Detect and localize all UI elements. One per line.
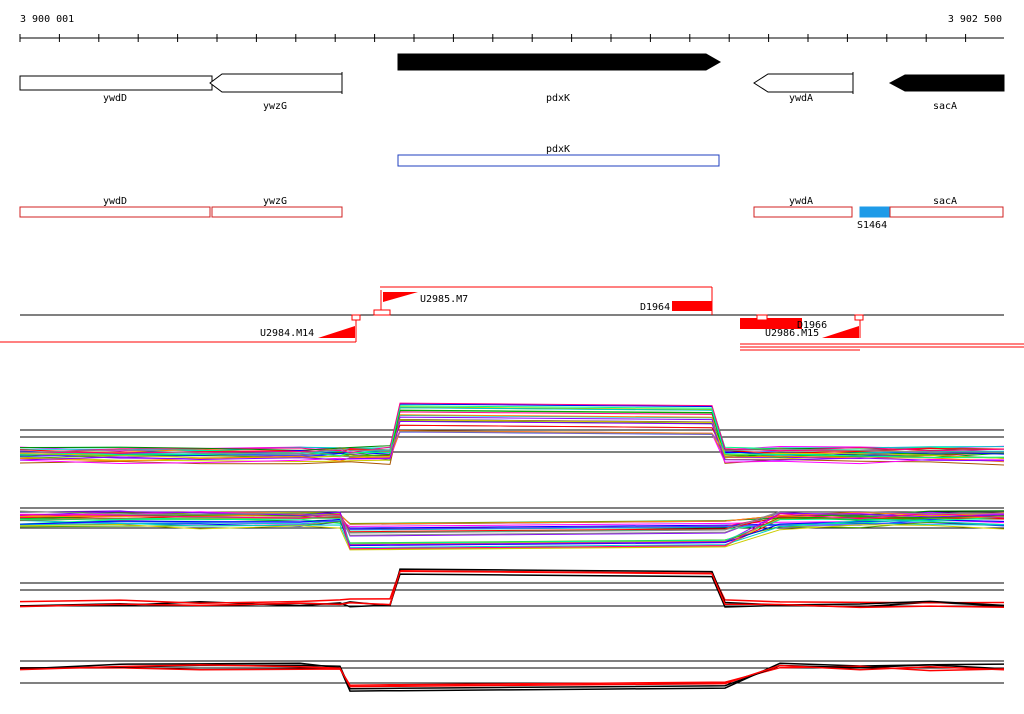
site-marker: [756, 314, 768, 321]
transcript-label-D1966: D1966: [797, 320, 827, 331]
cds-track-blue: pdxK: [397, 144, 720, 167]
gene-label-ywdD: ywdD: [103, 93, 127, 104]
expression-profile-line: [19, 411, 1005, 454]
cds-box-pdxK[interactable]: [397, 154, 720, 167]
gene-arrow-ywzG[interactable]: [209, 73, 343, 93]
gene-label-sacA: sacA: [933, 101, 957, 112]
ruler-end-label: 3 902 500: [948, 14, 1002, 25]
cds-box-ywdA[interactable]: [753, 206, 853, 218]
transcript-track: U2985.M7 D1964 U2984.M14 D1966 U2986.M15: [0, 286, 1024, 351]
expression-profile-line: [19, 664, 1005, 688]
site-marker: [854, 314, 864, 321]
gene-label-ywdA: ywdA: [789, 93, 813, 104]
expression-panel: [19, 507, 1005, 551]
gene-arrow-ywdA[interactable]: [753, 73, 854, 93]
gene-label-ywzG: ywzG: [263, 101, 287, 112]
gene-arrow-sacA[interactable]: [888, 74, 1005, 92]
expression-profiles: [19, 402, 1005, 692]
expression-panel: [19, 568, 1005, 609]
expression-panel: [19, 402, 1005, 466]
cds-box-ywzG[interactable]: [211, 206, 343, 218]
expression-profile-line: [19, 662, 1005, 692]
promoter-U2984.M14[interactable]: [318, 326, 355, 338]
terminator-D1966[interactable]: [740, 318, 802, 329]
expression-profile-line: [19, 520, 1005, 549]
promoter-U2985.M7[interactable]: [383, 292, 418, 302]
promoter-U2986.M15[interactable]: [822, 326, 859, 338]
gene-arrow-pdxK[interactable]: [397, 53, 722, 71]
expression-profile-line: [19, 424, 1005, 454]
expression-profile-line: [19, 420, 1005, 451]
transcript-label-U2985.M7: U2985.M7: [420, 294, 468, 305]
expression-profile-line: [19, 402, 1005, 454]
feature-box-S1464[interactable]: [859, 206, 891, 218]
cds-track-red: ywdD ywzG ywdA sacA S1464: [19, 196, 1004, 231]
expression-profile-line: [19, 510, 1005, 534]
ruler-ticks: [19, 34, 967, 42]
cds-label-ywzG: ywzG: [263, 196, 287, 207]
transcript-label-D1964: D1964: [640, 302, 670, 313]
expression-profile-line: [19, 430, 1005, 463]
expression-profile-line: [19, 430, 1005, 454]
site-marker: [373, 309, 391, 316]
cds-label-sacA: sacA: [933, 196, 957, 207]
site-marker: [351, 314, 361, 321]
cds-label-ywdA: ywdA: [789, 196, 813, 207]
cds-label-pdxK: pdxK: [546, 144, 570, 155]
expression-profile-line: [19, 523, 1005, 551]
transcript-label-U2986.M15: U2986.M15: [765, 328, 819, 339]
cds-label-ywdD: ywdD: [103, 196, 127, 207]
gene-label-pdxK: pdxK: [546, 93, 570, 104]
feature-label-S1464: S1464: [857, 220, 887, 231]
terminator-D1964[interactable]: [672, 301, 712, 311]
cds-box-sacA[interactable]: [889, 206, 1004, 218]
gene-track: ywdD ywzG pdxK ywdA sacA: [19, 53, 1005, 112]
expression-profile-line: [19, 518, 1005, 547]
expression-profile-line: [19, 570, 1005, 609]
transcript-label-U2984.M14: U2984.M14: [260, 328, 314, 339]
expression-profile-line: [19, 512, 1005, 550]
coordinate-ruler: 3 900 001 3 902 500: [19, 14, 1004, 42]
ruler-start-label: 3 900 001: [20, 14, 74, 25]
cds-box-ywdD[interactable]: [19, 206, 211, 218]
expression-panel: [19, 660, 1005, 692]
expression-profile-line: [19, 420, 1005, 462]
gene-arrow-ywdD[interactable]: [19, 75, 213, 91]
